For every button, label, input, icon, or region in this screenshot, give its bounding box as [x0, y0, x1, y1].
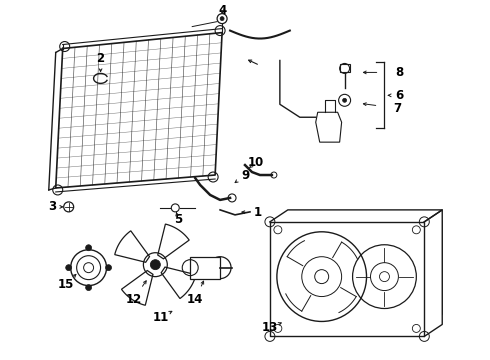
Text: 5: 5	[174, 213, 182, 226]
Text: 3: 3	[49, 201, 57, 213]
Text: 4: 4	[218, 4, 226, 17]
Text: 1: 1	[254, 206, 262, 219]
Text: 15: 15	[57, 278, 74, 291]
Text: 10: 10	[248, 156, 264, 168]
Circle shape	[86, 245, 92, 251]
Bar	[190, 257, 220, 279]
Circle shape	[343, 98, 346, 102]
Text: 9: 9	[241, 168, 249, 181]
Circle shape	[86, 285, 92, 291]
Circle shape	[105, 265, 112, 271]
Circle shape	[150, 260, 160, 270]
Text: 14: 14	[187, 293, 203, 306]
Text: 7: 7	[393, 102, 401, 115]
Text: 2: 2	[97, 52, 105, 65]
Text: 13: 13	[262, 321, 278, 334]
Bar	[340, 64, 349, 72]
Text: 8: 8	[395, 66, 404, 79]
Text: 6: 6	[395, 89, 404, 102]
Circle shape	[66, 265, 72, 271]
Circle shape	[220, 17, 224, 21]
Text: 12: 12	[125, 293, 142, 306]
Text: 11: 11	[152, 311, 169, 324]
